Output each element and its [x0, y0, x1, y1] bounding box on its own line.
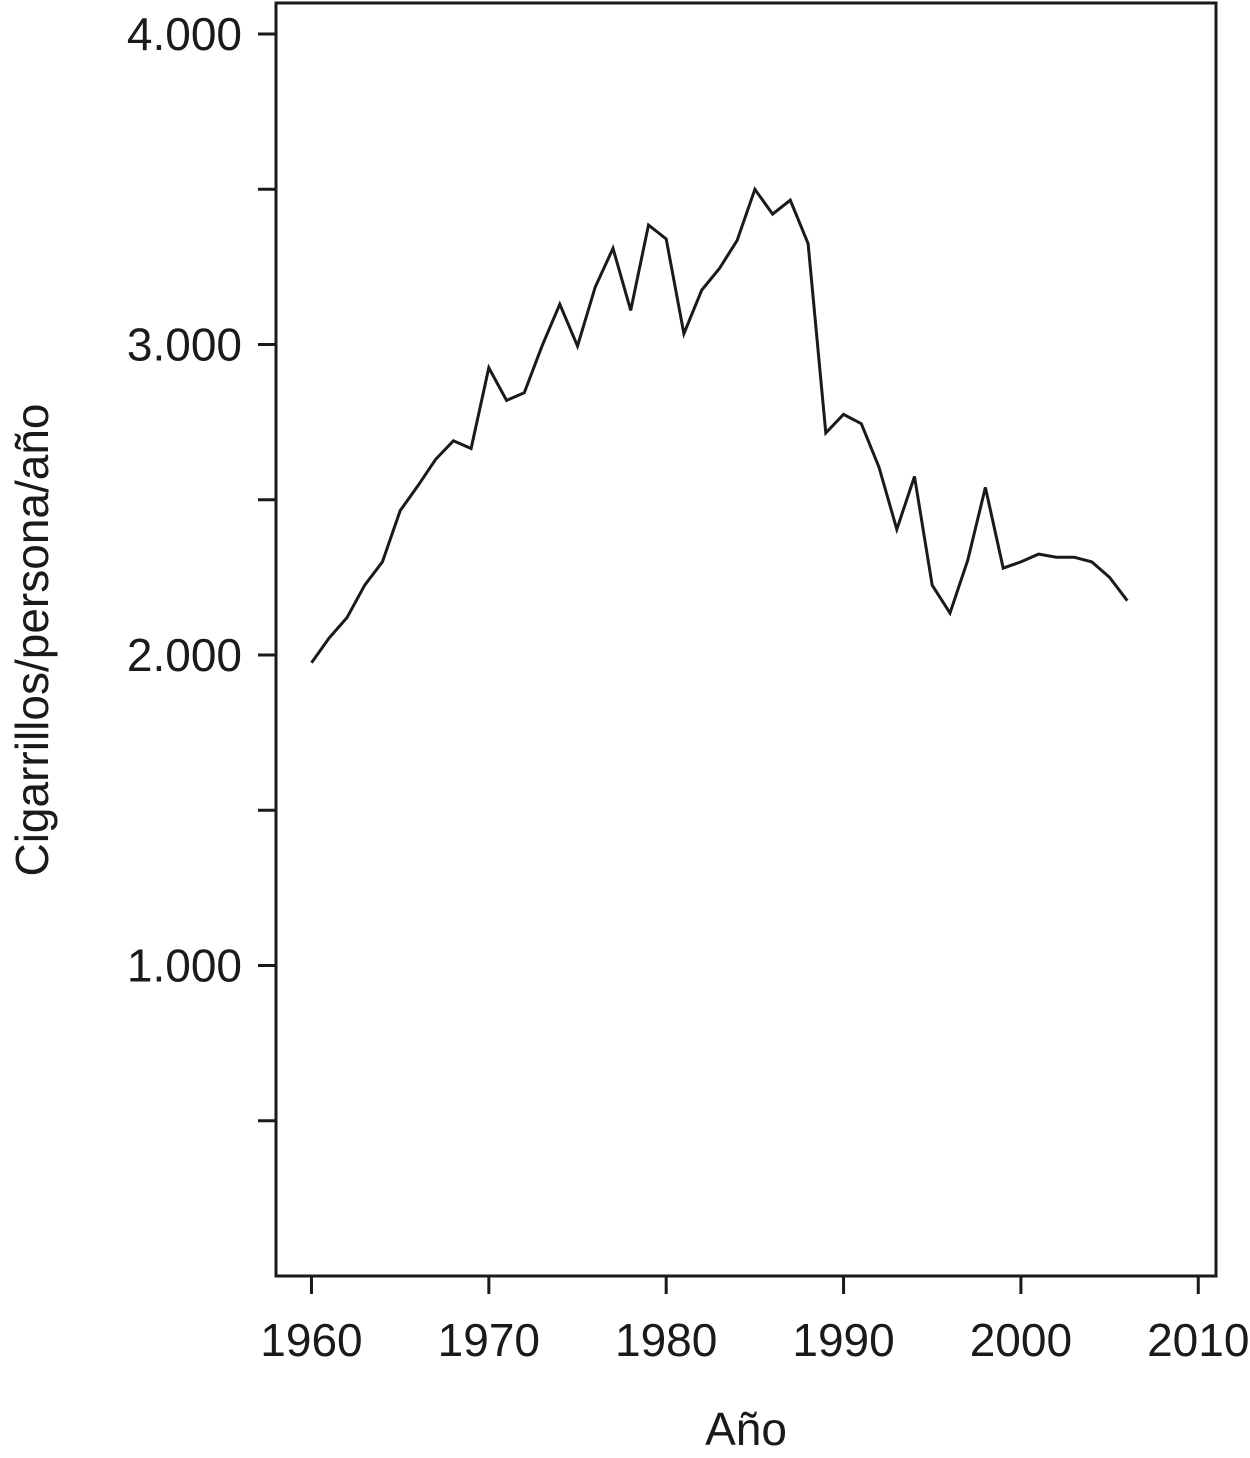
x-tick-label: 1960	[260, 1314, 362, 1366]
y-tick-label: 2.000	[127, 629, 242, 681]
x-tick-label: 1990	[792, 1314, 894, 1366]
x-tick-label: 1980	[615, 1314, 717, 1366]
x-tick-label: 1970	[438, 1314, 540, 1366]
x-axis-label: Año	[705, 1403, 787, 1455]
series-line	[310, 186, 1129, 664]
y-axis: 1.000 2.000 3.000 4.000	[127, 8, 276, 1123]
y-tick-label: 1.000	[127, 940, 242, 992]
series-layer	[310, 186, 1129, 664]
x-axis: 1960 1970 1980 1990 2000 2010	[260, 1276, 1249, 1366]
y-tick-label: 4.000	[127, 8, 242, 60]
y-axis-label: Cigarrillos/persona/año	[6, 403, 58, 876]
x-tick-label: 2000	[970, 1314, 1072, 1366]
plot-frame	[274, 1, 1218, 1278]
x-tick-label: 2010	[1147, 1314, 1249, 1366]
y-tick-label: 3.000	[127, 319, 242, 371]
